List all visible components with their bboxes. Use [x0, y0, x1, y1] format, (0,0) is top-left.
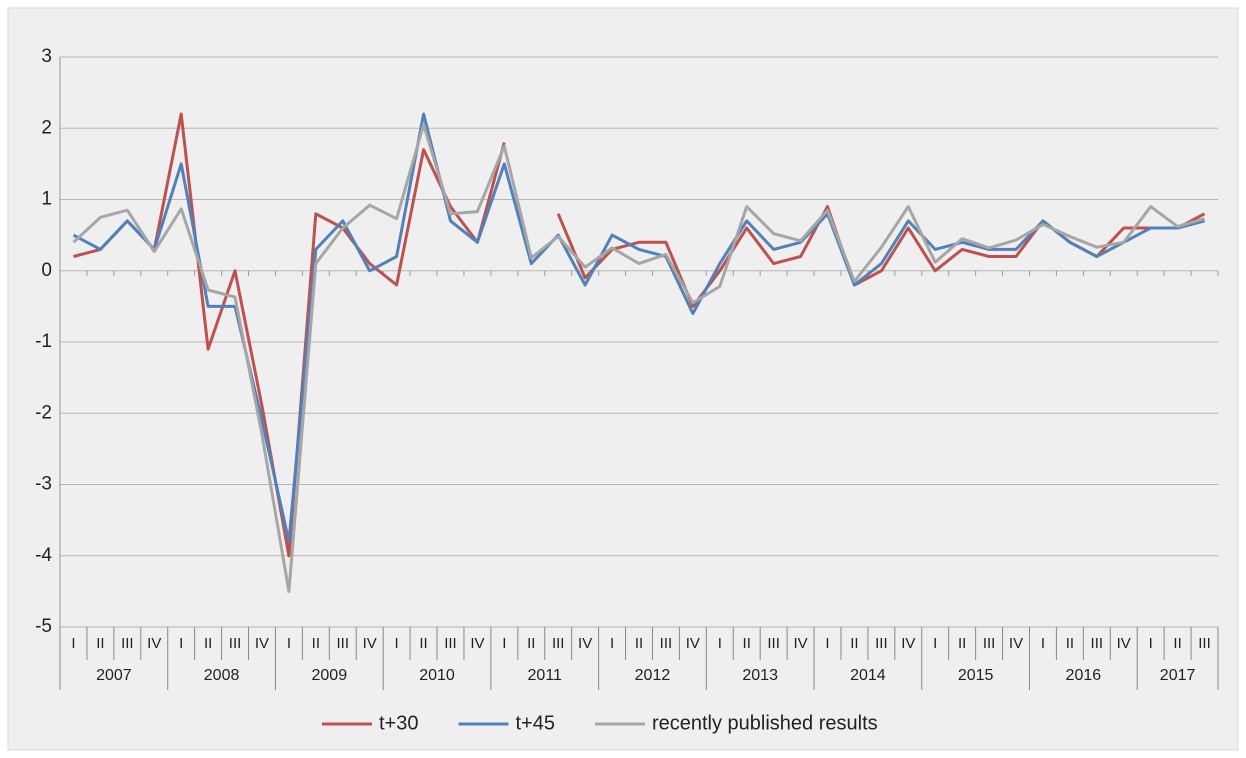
y-tick-label: -1 — [35, 331, 52, 352]
x-tick-label: IV — [255, 635, 269, 652]
legend-label: recently published results — [652, 712, 878, 734]
x-tick-label: II — [312, 635, 320, 652]
y-tick-label: -3 — [35, 474, 52, 495]
year-label: 2010 — [419, 667, 455, 684]
x-tick-label: IV — [901, 635, 915, 652]
x-tick-label: I — [825, 635, 829, 652]
x-tick-label: IV — [578, 635, 592, 652]
year-label: 2009 — [312, 667, 348, 684]
year-label: 2008 — [204, 667, 240, 684]
x-tick-label: III — [121, 635, 134, 652]
x-tick-label: IV — [1117, 635, 1131, 652]
series-line — [72, 112, 1205, 543]
y-tick-label: -5 — [35, 616, 52, 637]
x-tick-label: I — [933, 635, 937, 652]
x-tick-label: II — [1066, 635, 1074, 652]
x-tick-label: I — [1041, 635, 1045, 652]
year-label: 2016 — [1066, 667, 1102, 684]
x-tick-label: I — [502, 635, 506, 652]
x-tick-label: I — [287, 635, 291, 652]
x-tick-label: IV — [147, 635, 161, 652]
x-tick-label: III — [444, 635, 457, 652]
x-tick-label: I — [1149, 635, 1153, 652]
year-label: 2012 — [635, 667, 671, 684]
chart-background — [7, 7, 1239, 751]
legend-label: t+45 — [515, 712, 554, 734]
x-tick-label: IV — [686, 635, 700, 652]
y-tick-label: 3 — [41, 46, 52, 67]
x-tick-label: II — [958, 635, 966, 652]
x-tick-label: IV — [363, 635, 377, 652]
year-label: 2013 — [742, 667, 778, 684]
x-tick-label: III — [229, 635, 242, 652]
x-tick-label: II — [743, 635, 751, 652]
y-tick-label: -4 — [35, 545, 52, 566]
x-tick-label: III — [875, 635, 888, 652]
x-tick-label: I — [71, 635, 75, 652]
x-tick-label: III — [1091, 635, 1104, 652]
x-tick-label: IV — [470, 635, 484, 652]
x-tick-label: II — [96, 635, 104, 652]
x-tick-label: II — [1173, 635, 1181, 652]
x-tick-label: II — [850, 635, 858, 652]
year-label: 2017 — [1160, 667, 1196, 684]
legend-label: t+30 — [379, 712, 418, 734]
year-label: 2015 — [958, 667, 994, 684]
x-tick-label: IV — [1009, 635, 1023, 652]
x-tick-label: III — [337, 635, 350, 652]
x-tick-label: III — [1198, 635, 1211, 652]
year-label: 2011 — [528, 667, 563, 684]
x-tick-label: III — [552, 635, 565, 652]
year-label: 2014 — [850, 667, 886, 684]
x-tick-label: I — [718, 635, 722, 652]
x-tick-label: II — [204, 635, 212, 652]
y-tick-label: 0 — [41, 260, 52, 281]
x-tick-label: I — [179, 635, 183, 652]
y-tick-label: 2 — [41, 117, 52, 138]
y-tick-label: 1 — [41, 189, 52, 210]
x-tick-label: II — [419, 635, 427, 652]
x-tick-label: I — [610, 635, 614, 652]
x-tick-label: III — [983, 635, 996, 652]
x-tick-label: III — [660, 635, 673, 652]
x-tick-label: III — [767, 635, 780, 652]
year-label: 2007 — [96, 667, 132, 684]
x-tick-label: II — [635, 635, 643, 652]
x-tick-label: I — [395, 635, 399, 652]
x-tick-label: IV — [793, 635, 807, 652]
x-tick-label: II — [527, 635, 535, 652]
series-line — [72, 123, 1205, 593]
y-tick-label: -2 — [35, 402, 52, 423]
